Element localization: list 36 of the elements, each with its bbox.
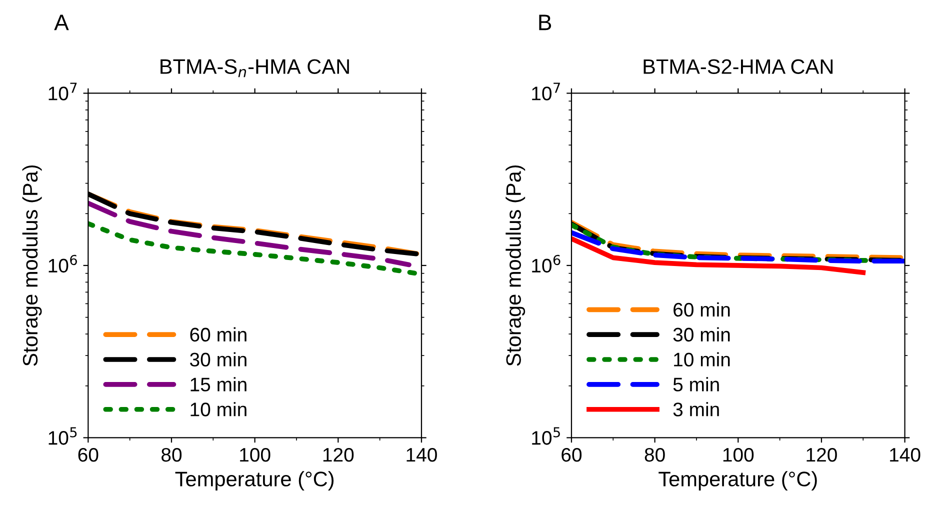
x-axis-title: Temperature (°C): [658, 471, 817, 491]
chart-title: BTMA-S$_{n}$-HMA CAN: [160, 59, 349, 78]
x-axis-title: Temperature (°C): [175, 471, 334, 491]
legend-label: 60 min: [190, 327, 246, 342]
y-tick-label: 10$^{5}$: [48, 427, 77, 445]
line-series: [571, 230, 905, 264]
x-tick-label: 140: [406, 448, 437, 462]
y-tick-label: 10$^{7}$: [48, 82, 77, 100]
y-tick-label: 10$^{6}$: [48, 254, 77, 273]
legend-label: 10 min: [674, 352, 730, 367]
x-tick-label: 140: [890, 448, 920, 462]
legend-label: 5 min: [673, 377, 719, 392]
y-tick-label: 10$^{6}$: [532, 254, 560, 273]
legend-label: 30 min: [190, 352, 246, 367]
text: B: [539, 14, 552, 30]
text: A: [54, 14, 69, 30]
y-axis-title: Storage modulus (Pa): [22, 165, 42, 366]
legend-label: 3 min: [673, 402, 719, 416]
legend-label: 30 min: [673, 327, 730, 342]
x-tick-label: 60: [78, 448, 98, 462]
x-tick-label: 80: [644, 448, 665, 462]
line-series: [571, 236, 866, 275]
x-tick-label: 60: [562, 448, 582, 462]
legend-label: 15 min: [190, 377, 246, 392]
x-tick-label: 80: [162, 448, 182, 462]
x-tick-label: 100: [723, 448, 754, 462]
y-tick-label: 10$^{7}$: [532, 82, 560, 100]
chart-title: BTMA-S2-HMA CAN: [644, 59, 833, 74]
legend-label: 60 min: [674, 302, 730, 317]
x-tick-label: 100: [240, 448, 270, 462]
legend-label: 10 min: [190, 402, 246, 416]
x-tick-label: 120: [806, 448, 837, 462]
y-tick-label: 10$^{5}$: [532, 427, 560, 445]
line-series: [88, 200, 412, 268]
x-tick-label: 120: [323, 448, 354, 462]
y-axis-title: Storage modulus (Pa): [506, 165, 526, 366]
